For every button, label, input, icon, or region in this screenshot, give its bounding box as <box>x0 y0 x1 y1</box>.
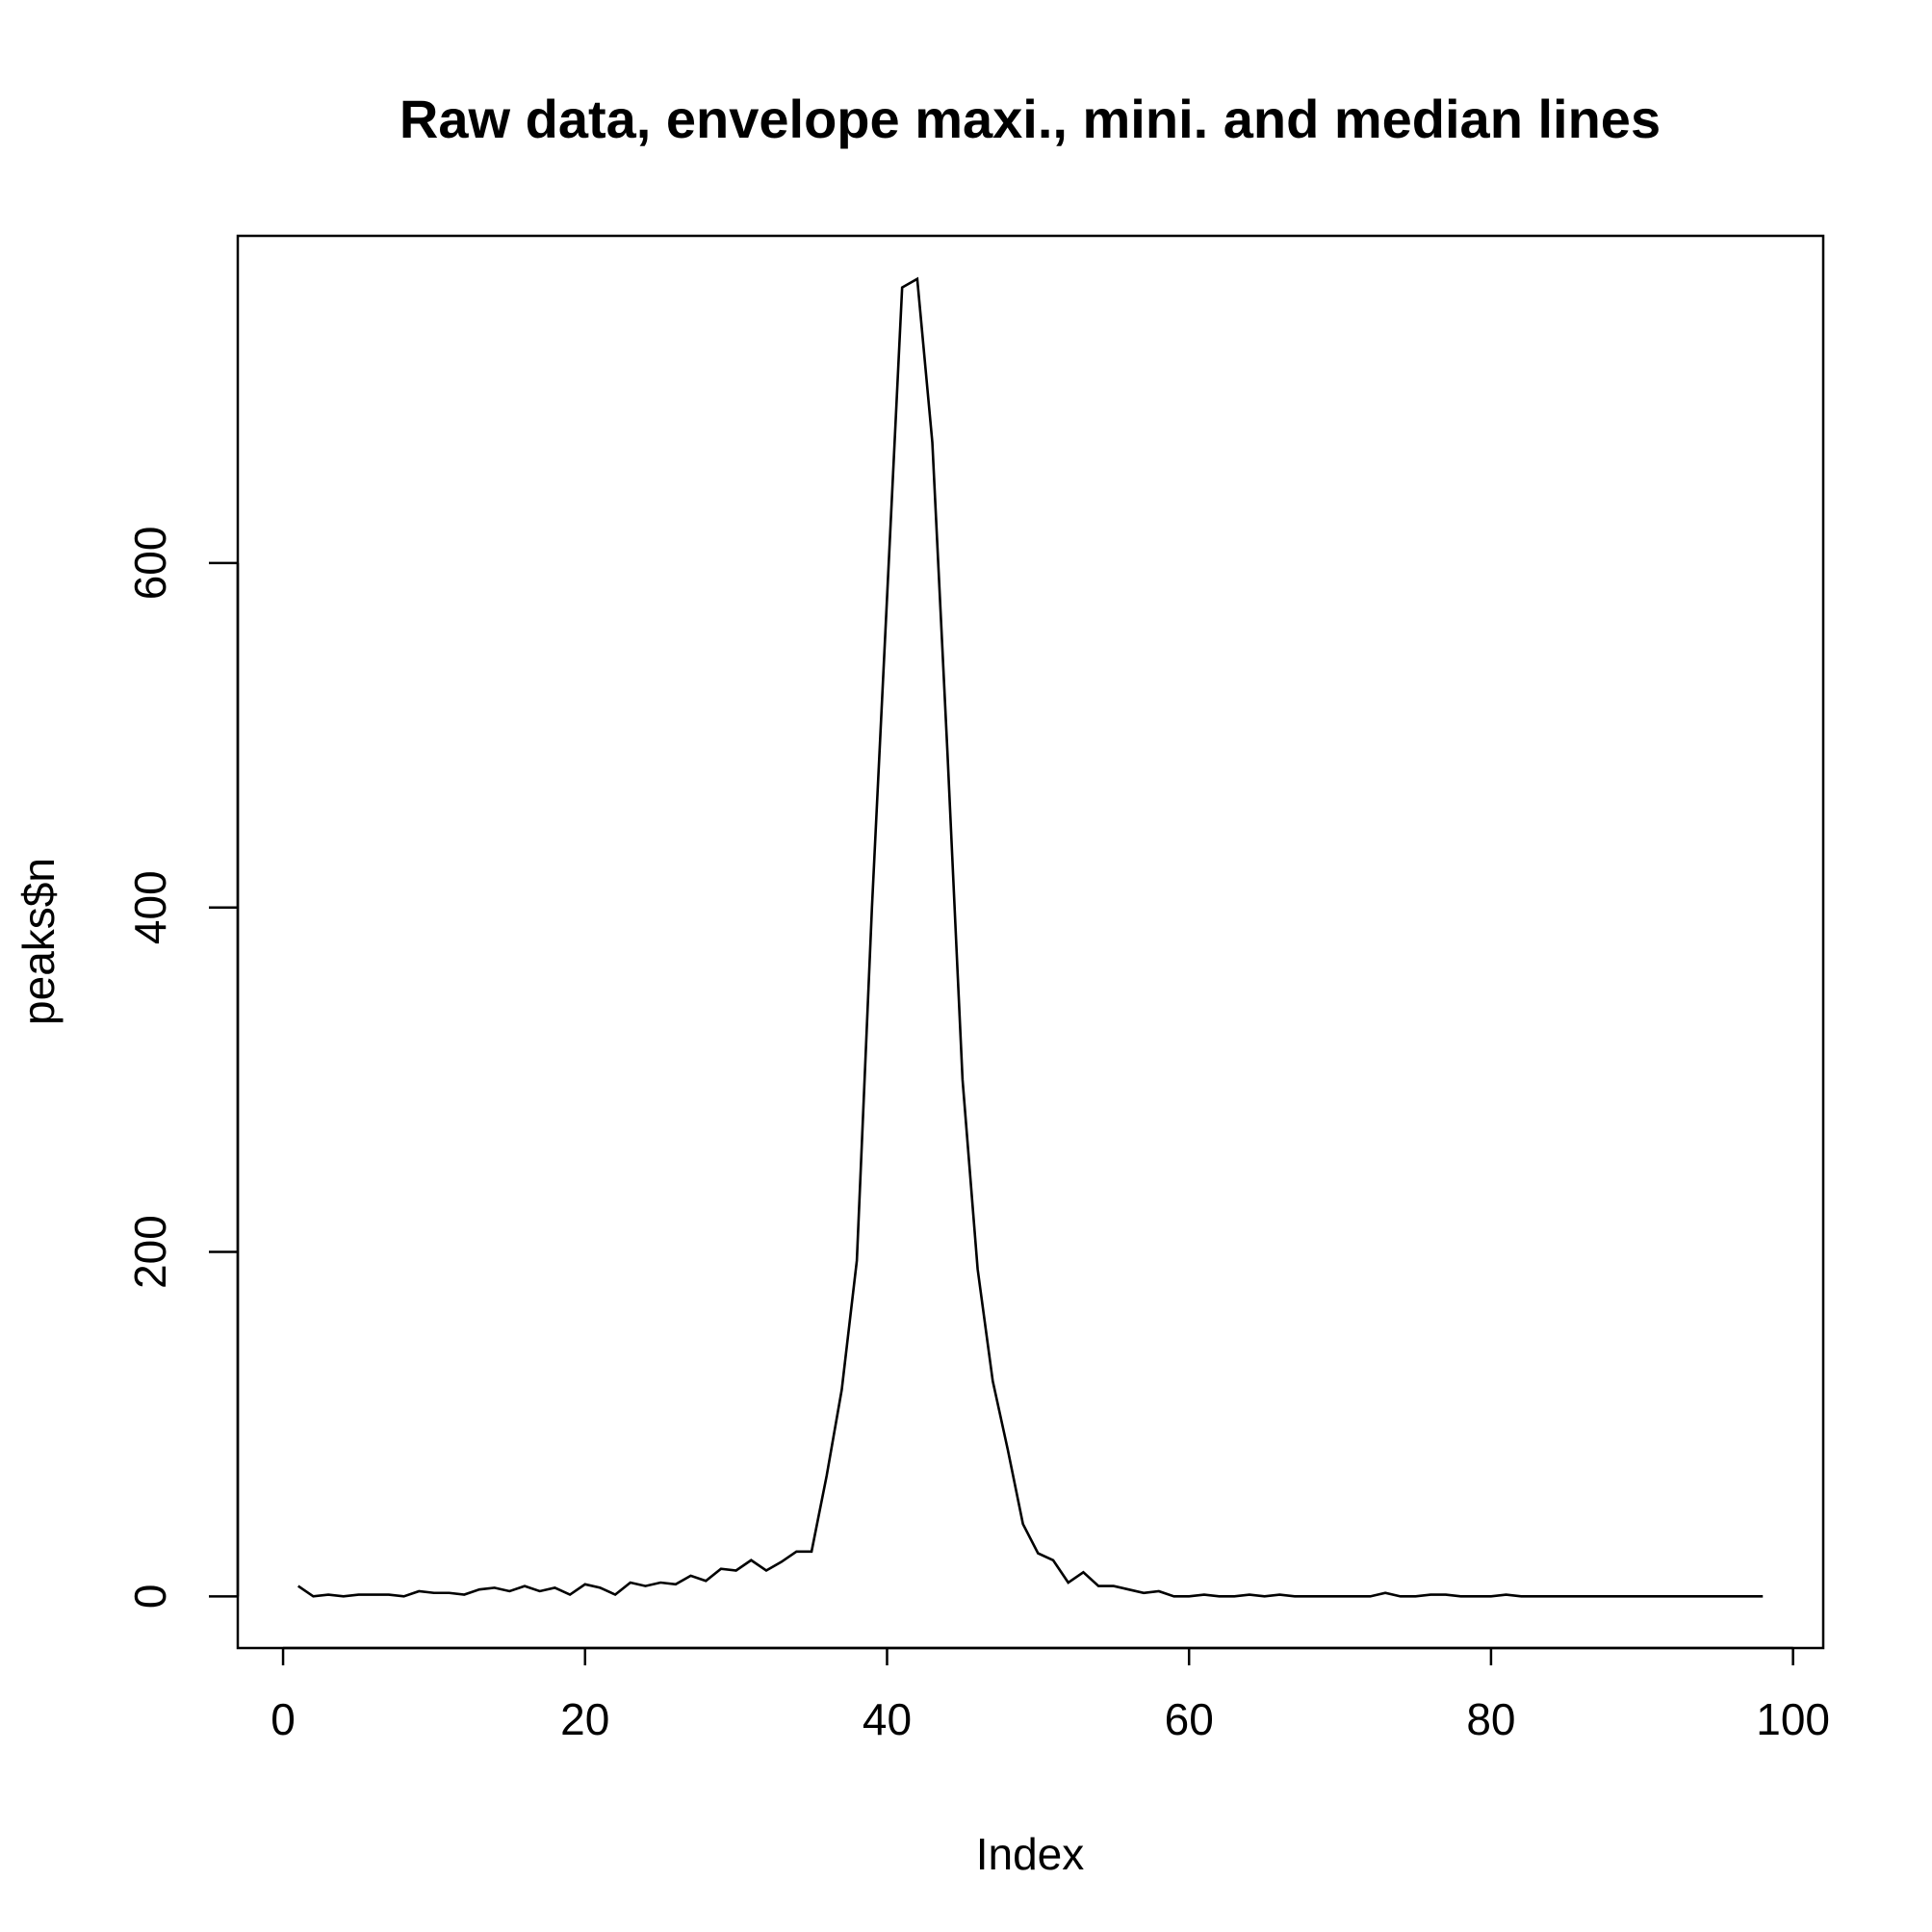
x-axis-label: Index <box>976 1829 1085 1879</box>
y-tick-label: 600 <box>125 527 175 601</box>
plot-frame <box>236 234 1825 1650</box>
x-tick-label: 60 <box>1165 1694 1214 1744</box>
x-axis: 0 20 40 60 80 100 <box>270 1646 1830 1744</box>
x-tick-label: 40 <box>863 1694 912 1744</box>
x-tick-label: 20 <box>560 1694 609 1744</box>
y-tick-label: 200 <box>125 1215 175 1289</box>
series-layer <box>297 276 1764 1598</box>
y-axis-label: peaks$n <box>13 858 64 1025</box>
x-tick-label: 100 <box>1756 1694 1830 1744</box>
x-tick-label: 80 <box>1466 1694 1515 1744</box>
y-axis: 0 200 400 600 <box>125 527 240 1610</box>
chart-title: Raw data, envelope maxi., mini. and medi… <box>399 89 1661 149</box>
y-tick-label: 400 <box>125 870 175 944</box>
x-tick-label: 0 <box>270 1694 296 1744</box>
series-line <box>297 276 1764 1598</box>
y-tick-label: 0 <box>125 1584 175 1610</box>
